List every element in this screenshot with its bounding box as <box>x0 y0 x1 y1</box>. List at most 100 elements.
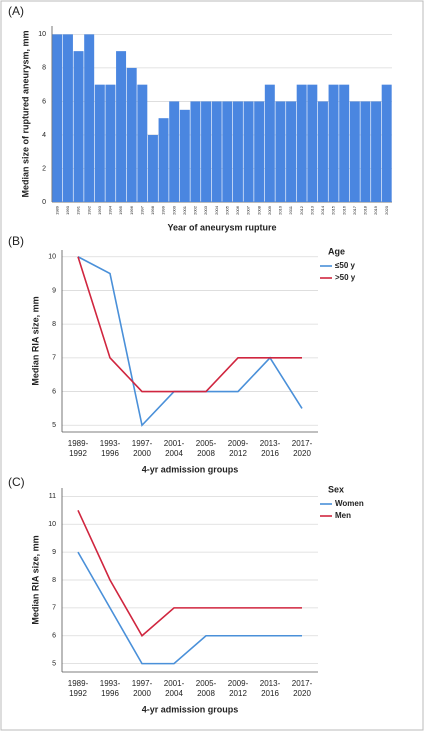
x-tick-label: 2014 <box>320 205 325 215</box>
x-tick-label: 2017 <box>352 205 357 215</box>
x-tick-label: 2001 <box>182 205 187 215</box>
bar <box>105 84 116 202</box>
x-tick-label: 2009 <box>267 205 272 215</box>
legend-label: Women <box>335 499 364 508</box>
y-tick-label: 10 <box>38 31 46 38</box>
x-tick-line: 2005- <box>196 679 217 688</box>
x-tick-label: 2001-2004 <box>164 679 185 698</box>
legend-title: Age <box>328 246 345 256</box>
bar <box>317 101 328 202</box>
series-line <box>77 509 302 638</box>
y-axis-title: Median size of ruptured aneurysm, mm <box>20 30 30 197</box>
x-tick-label: 2008 <box>256 205 261 215</box>
y-axis-title: Median RIA size, mm <box>30 535 40 624</box>
y-axis-title: Median RIA size, mm <box>30 296 40 385</box>
bar <box>232 101 243 202</box>
y-tick-label: 8 <box>52 321 56 328</box>
x-tick-line: 1989- <box>68 679 89 688</box>
bar <box>222 101 233 202</box>
x-tick-label: 2005 <box>224 205 229 215</box>
bar <box>264 84 275 202</box>
x-tick-label: 2018 <box>363 205 368 215</box>
x-tick-line: 2001- <box>164 679 185 688</box>
bar <box>52 34 63 202</box>
x-axis-title: 4-yr admission groups <box>142 704 239 714</box>
panel-label: (A) <box>8 4 24 18</box>
x-tick-label: 2006 <box>235 205 240 215</box>
panel-label: (C) <box>8 475 25 489</box>
y-tick-label: 11 <box>49 493 56 500</box>
x-tick-label: 1997-2000 <box>132 679 153 698</box>
bar <box>360 101 371 202</box>
y-tick-label: 8 <box>42 65 46 72</box>
x-axis-title: Year of aneurysm rupture <box>167 222 276 232</box>
x-tick-label: 2016 <box>341 205 346 215</box>
bar <box>116 51 127 203</box>
x-tick-label: 1989-1992 <box>68 439 89 458</box>
y-tick-label: 10 <box>48 521 56 528</box>
x-tick-line: 1992 <box>69 449 87 458</box>
x-tick-label: 2005-2008 <box>196 679 217 698</box>
y-tick-label: 8 <box>52 577 56 584</box>
bar <box>275 101 286 202</box>
x-tick-line: 2004 <box>165 449 183 458</box>
y-tick-label: 7 <box>52 605 56 612</box>
x-tick-line: 2020 <box>293 689 311 698</box>
legend-label: Men <box>335 511 351 520</box>
x-tick-line: 2009- <box>228 439 249 448</box>
x-tick-label: 2013-2016 <box>260 439 281 458</box>
x-tick-label: 1993-1996 <box>100 439 121 458</box>
y-tick-label: 5 <box>52 660 56 667</box>
x-axis-title: 4-yr admission groups <box>142 464 239 474</box>
bar <box>328 84 339 202</box>
x-tick-label: 2013-2016 <box>260 679 281 698</box>
x-tick-line: 2000 <box>133 449 151 458</box>
bar <box>84 34 95 202</box>
x-tick-label: 2019 <box>373 205 378 215</box>
x-tick-label: 2011 <box>288 205 293 214</box>
x-tick-label: 2017-2020 <box>292 679 313 698</box>
x-tick-label: 2004 <box>214 205 219 215</box>
x-tick-label: 2010 <box>278 205 283 215</box>
x-tick-line: 2016 <box>261 449 279 458</box>
x-tick-label: 1991 <box>76 205 81 215</box>
x-tick-line: 1993- <box>100 679 121 688</box>
x-tick-line: 2013- <box>260 679 281 688</box>
y-tick-label: 6 <box>42 98 46 105</box>
x-tick-label: 2001-2004 <box>164 439 185 458</box>
bar <box>158 118 169 202</box>
y-tick-label: 7 <box>52 355 56 362</box>
y-tick-label: 10 <box>48 254 56 261</box>
x-tick-label: 1995 <box>118 205 123 215</box>
bar <box>73 51 84 203</box>
x-tick-label: 2015 <box>331 205 336 215</box>
bar <box>307 84 318 202</box>
x-tick-line: 2020 <box>293 449 311 458</box>
bar <box>179 109 190 202</box>
x-tick-line: 2004 <box>165 689 183 698</box>
bar <box>137 84 148 202</box>
x-tick-label: 2003 <box>203 205 208 215</box>
x-tick-label: 1998 <box>150 205 155 215</box>
legend-label: ≤50 y <box>335 261 356 270</box>
x-tick-line: 2016 <box>261 689 279 698</box>
bar <box>94 84 105 202</box>
bar <box>190 101 201 202</box>
y-tick-label: 0 <box>42 199 46 206</box>
y-tick-label: 9 <box>52 549 56 556</box>
x-tick-label: 2009-2012 <box>228 439 249 458</box>
x-tick-line: 1996 <box>101 689 119 698</box>
x-tick-label: 1992 <box>86 205 91 215</box>
x-tick-line: 2000 <box>133 689 151 698</box>
x-tick-line: 2013- <box>260 439 281 448</box>
bar <box>201 101 212 202</box>
x-tick-label: 1999 <box>161 205 166 215</box>
x-tick-label: 2009-2012 <box>228 679 249 698</box>
bar <box>371 101 382 202</box>
x-tick-line: 2017- <box>292 679 313 688</box>
series-line <box>77 551 302 665</box>
x-tick-line: 2017- <box>292 439 313 448</box>
x-tick-label: 2000 <box>171 205 176 215</box>
y-tick-label: 4 <box>42 132 46 139</box>
